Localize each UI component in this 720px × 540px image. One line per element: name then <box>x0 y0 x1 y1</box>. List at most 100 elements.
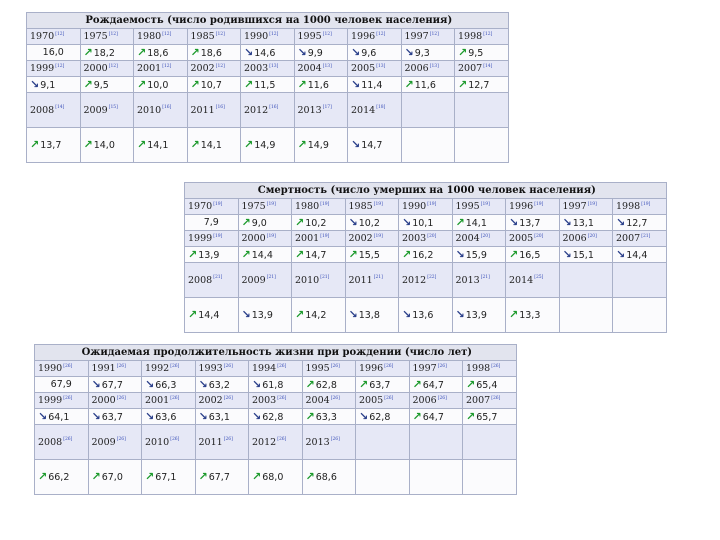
reference-link[interactable]: [26] <box>277 395 287 401</box>
year-cell: 1990[26] <box>34 360 89 377</box>
reference-link[interactable]: [26] <box>330 363 340 369</box>
reference-link[interactable]: [16] <box>162 105 172 111</box>
value-text: 11,6 <box>307 79 329 91</box>
reference-link[interactable]: [26] <box>277 437 287 443</box>
reference-link[interactable]: [12] <box>215 63 225 69</box>
reference-link[interactable]: [19] <box>213 201 223 207</box>
reference-link[interactable]: [14] <box>55 105 65 111</box>
reference-link[interactable]: [12] <box>483 31 493 37</box>
reference-link[interactable]: [12] <box>376 31 386 37</box>
reference-link[interactable]: [20] <box>587 233 597 239</box>
reference-link[interactable]: [26] <box>170 437 180 443</box>
arrow-up-icon: ↗ <box>38 470 48 483</box>
reference-link[interactable]: [21] <box>373 275 383 281</box>
year-label: 1999 <box>30 63 55 74</box>
reference-link[interactable]: [19] <box>427 201 437 207</box>
reference-link[interactable]: [12] <box>162 63 172 69</box>
reference-link[interactable]: [26] <box>330 437 340 443</box>
reference-link[interactable]: [12] <box>55 63 65 69</box>
reference-link[interactable]: [15] <box>108 105 118 111</box>
reference-link[interactable]: [20] <box>427 233 437 239</box>
reference-link[interactable]: [26] <box>170 363 180 369</box>
reference-link[interactable]: [19] <box>266 233 276 239</box>
year-label: 1991 <box>91 363 116 374</box>
reference-link[interactable]: [19] <box>213 233 223 239</box>
reference-link[interactable]: [26] <box>437 363 447 369</box>
reference-link[interactable]: [12] <box>55 31 65 37</box>
year-cell: 1999[19] <box>184 230 239 247</box>
reference-link[interactable]: [25] <box>534 275 544 281</box>
reference-link[interactable]: [26] <box>116 395 126 401</box>
reference-link[interactable]: [19] <box>534 201 544 207</box>
reference-link[interactable]: [26] <box>491 363 501 369</box>
reference-link[interactable]: [16] <box>269 105 279 111</box>
year-label: 2008 <box>188 274 213 286</box>
reference-link[interactable]: [26] <box>223 363 233 369</box>
reference-link[interactable]: [20] <box>534 233 544 239</box>
reference-link[interactable]: [19] <box>320 233 330 239</box>
reference-link[interactable]: [19] <box>266 201 276 207</box>
reference-link[interactable]: [26] <box>63 395 73 401</box>
reference-link[interactable]: [26] <box>491 395 501 401</box>
reference-link[interactable]: [12] <box>429 31 439 37</box>
arrow-up-icon: ↗ <box>137 138 147 151</box>
reference-link[interactable]: [19] <box>373 233 383 239</box>
reference-link[interactable]: [12] <box>108 63 118 69</box>
value-text: 67,9 <box>50 379 72 390</box>
reference-link[interactable]: [26] <box>277 363 287 369</box>
value-cell: ↘13,6 <box>398 297 453 333</box>
reference-link[interactable]: [21] <box>480 275 490 281</box>
year-cell: 1996[12] <box>347 28 402 45</box>
year-label: 1975 <box>241 201 266 212</box>
year-label: 1996 <box>359 363 384 374</box>
value-cell: 67,9 <box>34 376 89 393</box>
reference-link[interactable]: [26] <box>384 395 394 401</box>
reference-link[interactable]: [26] <box>170 395 180 401</box>
reference-link[interactable]: [26] <box>116 437 126 443</box>
arrow-down-icon: ↘ <box>252 377 262 391</box>
reference-link[interactable]: [19] <box>480 201 490 207</box>
reference-link[interactable]: [26] <box>116 363 126 369</box>
reference-link[interactable]: [26] <box>330 395 340 401</box>
reference-link[interactable]: [20] <box>480 233 490 239</box>
year-cell: 2002[12] <box>186 60 241 77</box>
year-cell: 1997[26] <box>408 360 463 377</box>
reference-link[interactable]: [12] <box>108 31 118 37</box>
year-label: 2006 <box>562 233 587 244</box>
reference-link[interactable]: [22] <box>427 275 437 281</box>
reference-link[interactable]: [16] <box>215 105 225 111</box>
value-text: 13,8 <box>358 310 380 321</box>
reference-link[interactable]: [21] <box>320 275 330 281</box>
reference-link[interactable]: [26] <box>223 395 233 401</box>
reference-link[interactable]: [21] <box>266 275 276 281</box>
reference-link[interactable]: [13] <box>322 63 332 69</box>
reference-link[interactable]: [12] <box>215 31 225 37</box>
year-cell: 1996[26] <box>355 360 410 377</box>
reference-link[interactable]: [26] <box>437 395 447 401</box>
reference-link[interactable]: [12] <box>269 31 279 37</box>
arrow-down-icon: ↘ <box>562 247 572 261</box>
year-cell: 2004[13] <box>293 60 348 77</box>
year-label: 1975 <box>83 31 108 42</box>
reference-link[interactable]: [14] <box>483 63 493 69</box>
reference-link[interactable]: [12] <box>322 31 332 37</box>
year-label: 1985 <box>190 31 215 42</box>
reference-link[interactable]: [26] <box>384 363 394 369</box>
reference-link[interactable]: [19] <box>641 201 651 207</box>
reference-link[interactable]: [21] <box>641 233 651 239</box>
reference-link[interactable]: [18] <box>376 105 386 111</box>
arrow-down-icon: ↘ <box>348 215 358 229</box>
reference-link[interactable]: [13] <box>269 63 279 69</box>
year-label: 2008 <box>38 436 63 448</box>
reference-link[interactable]: [17] <box>322 105 332 111</box>
reference-link[interactable]: [19] <box>587 201 597 207</box>
reference-link[interactable]: [19] <box>373 201 383 207</box>
reference-link[interactable]: [21] <box>213 275 223 281</box>
reference-link[interactable]: [26] <box>63 437 73 443</box>
reference-link[interactable]: [13] <box>429 63 439 69</box>
reference-link[interactable]: [19] <box>320 201 330 207</box>
reference-link[interactable]: [13] <box>376 63 386 69</box>
reference-link[interactable]: [12] <box>162 31 172 37</box>
reference-link[interactable]: [26] <box>223 437 233 443</box>
reference-link[interactable]: [26] <box>63 363 73 369</box>
